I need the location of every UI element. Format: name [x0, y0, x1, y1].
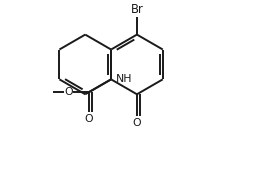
Text: O: O: [84, 114, 93, 124]
Text: O: O: [133, 118, 141, 128]
Text: O: O: [64, 87, 73, 97]
Text: Br: Br: [131, 3, 143, 16]
Text: NH: NH: [116, 74, 133, 84]
